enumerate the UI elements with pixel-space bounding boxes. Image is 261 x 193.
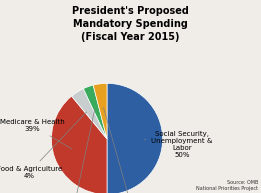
Text: Veterans' Benefits
4%: Veterans' Benefits 4% — [100, 108, 164, 193]
Text: Medicare & Health
39%: Medicare & Health 39% — [0, 119, 72, 149]
Text: Source: OMB
National Priorities Project: Source: OMB National Priorities Project — [196, 180, 258, 191]
Text: Social Security,
Unemployment &
Labor
50%: Social Security, Unemployment & Labor 50… — [144, 131, 213, 158]
Wedge shape — [83, 85, 107, 139]
Wedge shape — [51, 96, 107, 193]
Wedge shape — [93, 83, 107, 139]
Wedge shape — [107, 83, 163, 193]
Text: Food & Agriculture
4%: Food & Agriculture 4% — [0, 112, 87, 179]
Text: President's Proposed
Mandatory Spending
(Fiscal Year 2015): President's Proposed Mandatory Spending … — [72, 6, 189, 42]
Wedge shape — [72, 89, 107, 139]
Text: Transportation
3%: Transportation 3% — [48, 109, 99, 193]
